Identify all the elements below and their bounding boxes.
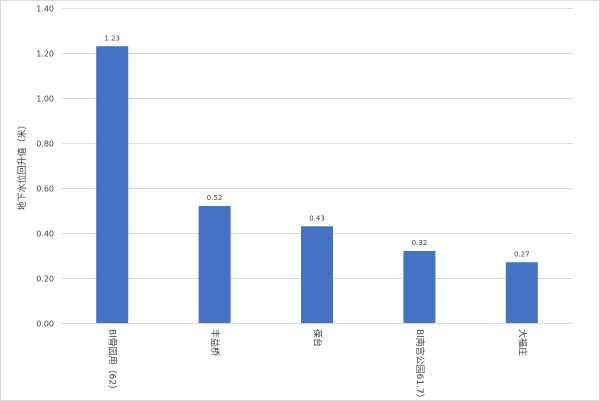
x-category-label: Bl骨园用（62） <box>107 329 118 394</box>
bar-value-label: 0.27 <box>514 250 530 258</box>
x-category-label: Bl南宫公园61.7） <box>414 329 426 400</box>
bar <box>505 262 538 323</box>
y-tick-label: 0.80 <box>36 140 54 149</box>
bar-value-label: 1.23 <box>104 34 120 42</box>
bar <box>403 251 436 323</box>
y-tick-label: 0.60 <box>36 185 54 194</box>
bar-value-label: 0.32 <box>412 239 428 247</box>
category-labels: Bl骨园用（62） 丰益桥 葆台 Bl南宫公园61.7） 大福庄 <box>107 329 529 400</box>
y-axis-title: 地下水位回升值（米） <box>16 120 28 210</box>
y-tick-label: 1.40 <box>36 5 54 14</box>
x-category-label: 丰益桥 <box>209 329 221 356</box>
y-tick-label: 0.00 <box>36 320 54 329</box>
bars <box>96 46 538 323</box>
x-category-label: 大福庄 <box>516 329 528 356</box>
y-tick-label: 0.40 <box>36 230 54 239</box>
bar-value-labels: 1.23 0.52 0.43 0.32 0.27 <box>104 34 529 258</box>
bar <box>301 226 333 323</box>
bar <box>96 46 129 323</box>
y-tick-label: 1.20 <box>36 50 54 59</box>
bar <box>198 206 231 323</box>
bar-value-label: 0.43 <box>309 214 325 222</box>
y-tick-label: 1.00 <box>36 95 54 104</box>
bar-value-label: 0.52 <box>207 194 223 202</box>
y-tick-label: 0.20 <box>36 275 54 284</box>
y-tick-labels: 0.00 0.20 0.40 0.60 0.80 1.00 1.20 1.40 <box>36 5 54 329</box>
x-category-label: 葆台 <box>312 329 324 347</box>
